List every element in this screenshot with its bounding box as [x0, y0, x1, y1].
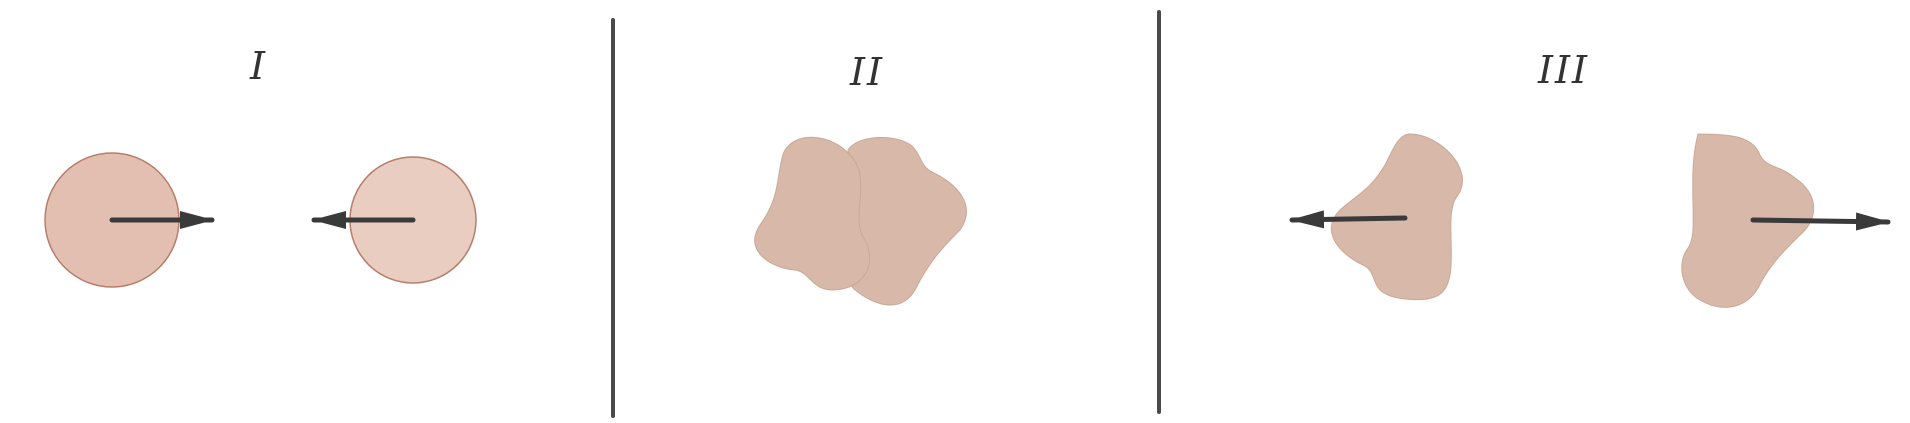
- deformed-body-right: [847, 136, 967, 306]
- velocity-arrow-right-body: [1750, 212, 1891, 231]
- rebounding-body-right: [1681, 133, 1815, 308]
- panel-2-during-collision: [754, 136, 967, 306]
- panel-1-before-collision: [44, 152, 477, 288]
- velocity-arrow-left-body: [1289, 210, 1408, 229]
- panel-label-during: II: [850, 50, 885, 94]
- panel-label-after: III: [1538, 48, 1590, 92]
- deformed-body-left: [754, 136, 871, 291]
- panel-3-after-collision: [1289, 133, 1891, 308]
- panel-label-before: I: [250, 44, 268, 88]
